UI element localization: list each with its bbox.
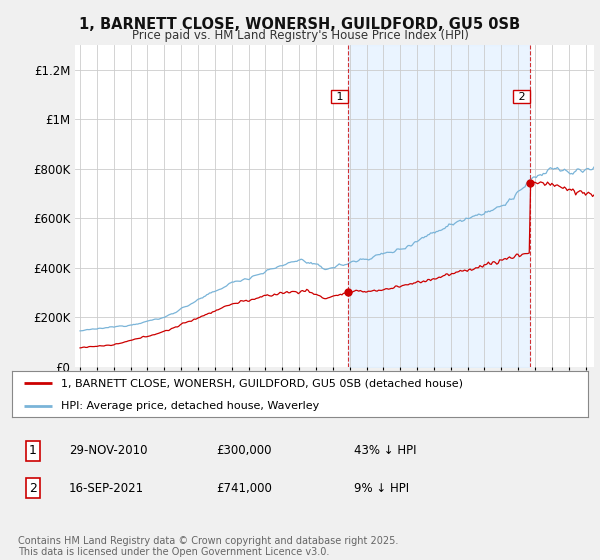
- Text: £300,000: £300,000: [216, 444, 271, 458]
- Text: Contains HM Land Registry data © Crown copyright and database right 2025.
This d: Contains HM Land Registry data © Crown c…: [18, 535, 398, 557]
- Text: 29-NOV-2010: 29-NOV-2010: [69, 444, 148, 458]
- Text: 43% ↓ HPI: 43% ↓ HPI: [354, 444, 416, 458]
- Text: 1, BARNETT CLOSE, WONERSH, GUILDFORD, GU5 0SB (detached house): 1, BARNETT CLOSE, WONERSH, GUILDFORD, GU…: [61, 378, 463, 388]
- Text: 2: 2: [515, 92, 529, 102]
- Text: 16-SEP-2021: 16-SEP-2021: [69, 482, 144, 495]
- Text: 9% ↓ HPI: 9% ↓ HPI: [354, 482, 409, 495]
- Text: 1: 1: [29, 444, 37, 458]
- Text: 1: 1: [333, 92, 347, 102]
- Text: HPI: Average price, detached house, Waverley: HPI: Average price, detached house, Wave…: [61, 401, 319, 411]
- Text: Price paid vs. HM Land Registry's House Price Index (HPI): Price paid vs. HM Land Registry's House …: [131, 29, 469, 42]
- Text: 1, BARNETT CLOSE, WONERSH, GUILDFORD, GU5 0SB: 1, BARNETT CLOSE, WONERSH, GUILDFORD, GU…: [79, 17, 521, 32]
- Text: £741,000: £741,000: [216, 482, 272, 495]
- Text: 2: 2: [29, 482, 37, 495]
